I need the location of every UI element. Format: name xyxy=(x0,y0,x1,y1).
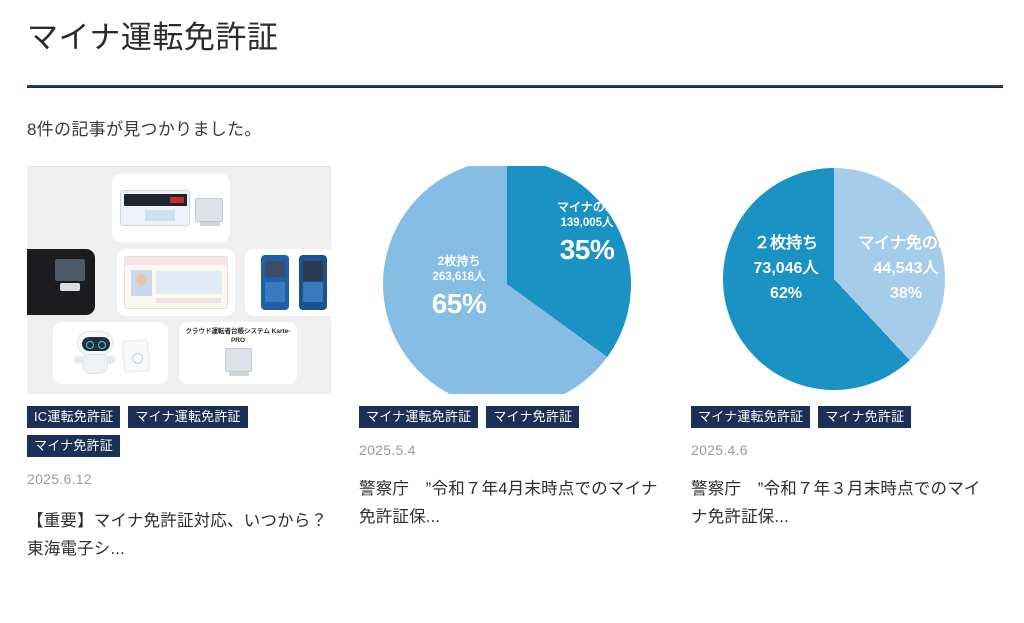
page-header: マイナ運転免許証 xyxy=(27,18,1004,58)
alcohol-detector-icon xyxy=(120,190,190,226)
article-title-link[interactable]: 警察庁 ”令和７年4月末時点でのマイナ免許証保... xyxy=(359,480,658,526)
article-tag-list: IC運転免許証 マイナ運転免許証 マイナ免許証 xyxy=(27,406,331,457)
pie-slice-label: ２枚持ち 73,046人 62% xyxy=(753,235,819,302)
article-tag[interactable]: マイナ免許証 xyxy=(818,406,912,428)
article-tag[interactable]: マイナ運転免許証 xyxy=(691,406,811,428)
robot-arm-icon xyxy=(74,355,83,364)
pie-slice-label: 2枚持ち 263,618人 65% xyxy=(431,254,487,320)
article-tag[interactable]: マイナ免許証 xyxy=(486,406,580,428)
detector-display-icon xyxy=(124,194,187,206)
handheld-keypad-icon xyxy=(265,282,285,302)
robot-body-icon xyxy=(82,354,108,374)
handheld-keypad-icon xyxy=(303,282,323,302)
license-photo-icon xyxy=(131,270,152,296)
collage-tile-alcohol-detector xyxy=(112,174,230,242)
article-card[interactable]: ２枚持ち 73,046人 62% マイナ免のみ 44,543人 38% マイナ運… xyxy=(691,166,995,563)
article-tag-list: マイナ運転免許証 マイナ免許証 xyxy=(691,406,995,428)
tablet-stand-icon xyxy=(195,198,223,226)
article-tag[interactable]: IC運転免許証 xyxy=(27,406,121,428)
article-thumbnail-pie-chart[interactable]: マイナのみ 139,005人 35% 2枚持ち 263,618人 65% xyxy=(359,166,663,394)
handheld-terminal-icon xyxy=(261,255,289,310)
detector-keypad-icon xyxy=(145,210,175,221)
pie-chart-graphic xyxy=(723,168,945,390)
handheld-display-icon xyxy=(265,261,285,277)
license-text-area xyxy=(156,271,222,294)
karte-pro-caption: クラウド運転者台帳システム Karte-PRO xyxy=(185,328,291,344)
pie-chart-graphic xyxy=(383,166,631,394)
license-footer-band xyxy=(156,298,221,303)
collage-tile-dark-device xyxy=(27,249,95,315)
reception-robot-icon xyxy=(74,331,116,375)
page-title: マイナ運転免許証 xyxy=(27,20,279,55)
article-tag[interactable]: マイナ運転免許証 xyxy=(128,406,248,428)
article-tag[interactable]: マイナ運転免許証 xyxy=(359,406,479,428)
license-header-band xyxy=(125,257,227,265)
pie-slice-label: マイナのみ 139,005人 35% xyxy=(557,200,617,266)
title-divider xyxy=(27,85,1003,88)
result-count-text: 8件の記事が見つかりました。 xyxy=(27,120,262,139)
ic-card-icon xyxy=(121,338,151,374)
article-title-link[interactable]: 警察庁 ”令和７年３月末時点でのマイナ免許証保... xyxy=(691,480,981,526)
collage-tile-handheld-terminals xyxy=(245,249,331,316)
robot-face-icon xyxy=(82,337,110,351)
handheld-terminal-icon xyxy=(299,255,327,310)
robot-head-icon xyxy=(77,331,113,355)
article-tag-list: マイナ運転免許証 マイナ免許証 xyxy=(359,406,663,428)
robot-arm-icon xyxy=(107,355,116,364)
drivers-license-card-icon xyxy=(124,256,228,309)
karte-pro-tablet-icon xyxy=(225,348,252,376)
article-thumbnail-collage[interactable]: クラウド運転者台帳システム Karte-PRO xyxy=(27,166,331,394)
collage-tile-karte-pro: クラウド運転者台帳システム Karte-PRO xyxy=(179,322,297,384)
wall-terminal-icon xyxy=(55,259,85,291)
article-tag[interactable]: マイナ免許証 xyxy=(27,435,120,457)
article-date: 2025.5.4 xyxy=(359,442,416,458)
pie-slice-label: マイナ免のみ 44,543人 38% xyxy=(858,235,954,302)
article-card[interactable]: クラウド運転者台帳システム Karte-PRO IC運転免許証 マイナ運転免許証… xyxy=(27,166,331,563)
collage-tile-reception-robot xyxy=(53,322,168,384)
article-card[interactable]: マイナのみ 139,005人 35% 2枚持ち 263,618人 65% マイナ… xyxy=(359,166,663,563)
article-title-link[interactable]: 【重要】マイナ免許証対応、いつから？東海電子シ... xyxy=(27,512,328,558)
product-collage-image: クラウド運転者台帳システム Karte-PRO xyxy=(27,167,331,394)
collage-tile-drivers-license xyxy=(117,249,235,316)
article-thumbnail-pie-chart[interactable]: ２枚持ち 73,046人 62% マイナ免のみ 44,543人 38% xyxy=(691,166,995,394)
article-card-grid: クラウド運転者台帳システム Karte-PRO IC運転免許証 マイナ運転免許証… xyxy=(27,166,1004,563)
handheld-display-icon xyxy=(303,261,323,281)
article-date: 2025.4.6 xyxy=(691,442,748,458)
article-date: 2025.6.12 xyxy=(27,471,92,487)
